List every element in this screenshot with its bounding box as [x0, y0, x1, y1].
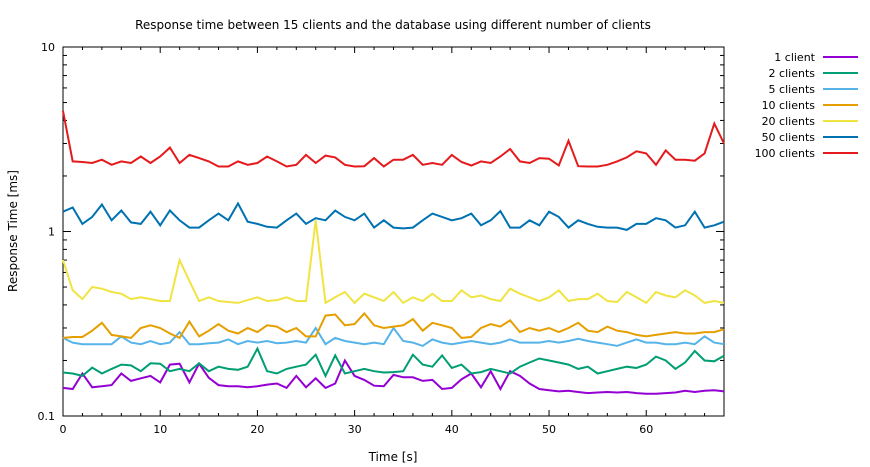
- y-tick-label: 0.1: [38, 410, 56, 423]
- series-line-1-client: [62, 358, 725, 395]
- legend-label: 10 clients: [762, 99, 816, 112]
- x-axis-ticks: 0 10 20 30 40 50 60: [60, 47, 725, 436]
- x-tick-label: 50: [542, 423, 556, 436]
- chart-title: Response time between 15 clients and the…: [135, 18, 651, 32]
- y-axis-label: Response Time [ms]: [6, 170, 20, 292]
- series-line-5-clients: [62, 326, 725, 348]
- x-tick-label: 20: [250, 423, 264, 436]
- y-tick-label: 10: [41, 41, 55, 54]
- x-tick-label: 40: [445, 423, 459, 436]
- series-line-50-clients: [62, 201, 725, 231]
- x-tick-label: 0: [60, 423, 67, 436]
- series-line-100-clients: [62, 110, 725, 168]
- x-axis-label: Time [s]: [368, 450, 418, 464]
- series-line-10-clients: [62, 311, 725, 340]
- x-tick-label: 30: [348, 423, 362, 436]
- legend-label: 100 clients: [755, 147, 816, 160]
- series-lines: [62, 110, 725, 395]
- legend-label: 5 clients: [769, 83, 816, 96]
- legend-label: 50 clients: [762, 131, 816, 144]
- x-tick-label: 10: [153, 423, 167, 436]
- series-line-2-clients: [62, 346, 725, 379]
- legend: 1 client 2 clients 5 clients 10 clients 20 c…: [755, 51, 858, 160]
- legend-label: 1 client: [774, 51, 815, 64]
- plot-area-border: [62, 46, 725, 417]
- legend-label: 20 clients: [762, 115, 816, 128]
- y-axis-ticks: 0.1 1 10: [38, 41, 724, 423]
- x-tick-label: 60: [639, 423, 653, 436]
- legend-label: 2 clients: [769, 67, 816, 80]
- series-line-20-clients: [62, 220, 725, 305]
- y-tick-label: 1: [48, 226, 55, 239]
